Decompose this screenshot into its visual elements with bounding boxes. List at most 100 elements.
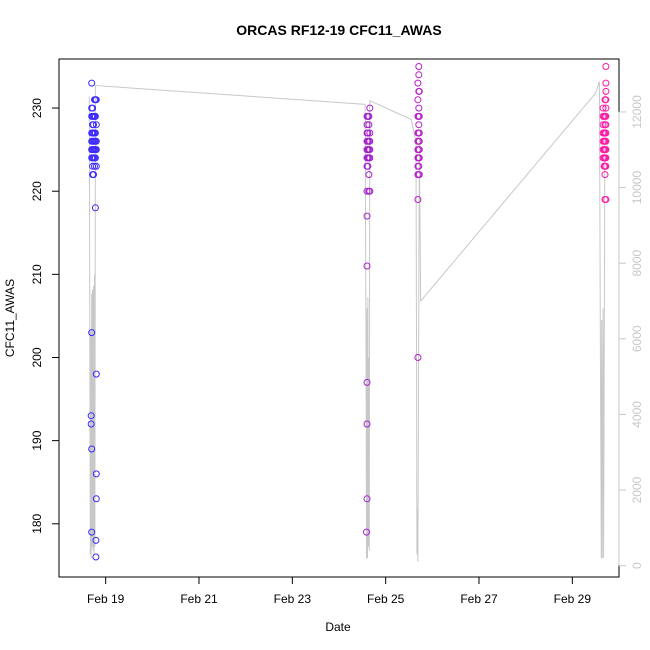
data-point — [415, 112, 423, 120]
y-tick-label: 180 — [30, 513, 44, 533]
data-point — [88, 79, 96, 87]
data-point — [92, 370, 100, 378]
data-point — [91, 204, 99, 212]
y-tick-label: 210 — [30, 264, 44, 284]
data-point — [92, 146, 100, 154]
data-point — [365, 171, 373, 179]
data-point — [366, 104, 374, 112]
data-point — [602, 79, 610, 87]
data-point — [415, 129, 423, 137]
data-point — [365, 112, 373, 120]
data-point — [602, 154, 610, 162]
data-point — [363, 262, 371, 270]
data-point — [602, 137, 610, 145]
y-tick-label: 200 — [30, 347, 44, 367]
y-right-tick-label: 4000 — [630, 401, 644, 428]
data-point — [92, 96, 100, 104]
data-point — [91, 112, 99, 120]
data-point — [415, 171, 423, 179]
data-point — [415, 162, 423, 170]
data-point — [414, 96, 422, 104]
data-point — [92, 536, 100, 544]
data-point — [602, 129, 610, 137]
data-point — [363, 420, 371, 428]
data-point — [89, 104, 97, 112]
x-tick-label: Feb 25 — [367, 592, 405, 606]
y-tick-label: 230 — [30, 98, 44, 118]
data-point — [414, 79, 422, 87]
data-point — [415, 63, 423, 70]
data-point — [92, 162, 100, 170]
y-right-tick-label: 6000 — [630, 325, 644, 352]
data-point — [602, 104, 610, 112]
data-point — [601, 171, 609, 179]
y-right-tick-label: 2000 — [630, 476, 644, 503]
y-right-tick-label: 12000 — [630, 95, 644, 129]
data-point — [602, 96, 610, 104]
data-point — [602, 63, 610, 70]
x-tick-label: Feb 29 — [554, 592, 592, 606]
data-point — [92, 137, 100, 145]
y-axis-right: 0 2000 4000 6000 8000 10000 12000 — [618, 95, 644, 569]
data-point — [87, 420, 95, 428]
data-point — [414, 196, 422, 203]
data-point — [363, 187, 371, 195]
y-right-tick-label: 0 — [630, 562, 644, 569]
data-point — [88, 528, 96, 536]
x-axis: Feb 19 Feb 21 Feb 23 Feb 25 Feb 27 Feb 29 — [87, 576, 592, 606]
chart-title: ORCAS RF12-19 CFC11_AWAS — [236, 22, 441, 38]
data-point — [363, 121, 371, 129]
data-point — [415, 154, 423, 162]
data-point — [91, 154, 99, 162]
data-point — [366, 146, 374, 154]
data-point — [90, 171, 97, 179]
altitude-line-series — [88, 81, 606, 562]
data-point — [415, 146, 423, 154]
data-point — [366, 154, 374, 162]
data-point — [366, 137, 374, 145]
data-point — [91, 129, 99, 137]
data-point — [415, 121, 423, 129]
data-point — [366, 187, 374, 195]
data-point — [364, 129, 372, 137]
y-right-tick-label: 10000 — [630, 171, 644, 205]
data-point — [363, 378, 371, 386]
data-point — [364, 162, 372, 170]
data-point — [602, 112, 610, 120]
data-point — [87, 412, 95, 420]
x-tick-label: Feb 27 — [460, 592, 498, 606]
data-point — [602, 146, 610, 154]
plot-area — [58, 58, 620, 578]
data-point — [602, 87, 610, 95]
x-tick-label: Feb 21 — [180, 592, 218, 606]
data-point — [415, 104, 423, 112]
data-point — [90, 121, 97, 129]
data-point — [599, 104, 607, 112]
data-point — [602, 162, 610, 170]
y-axis-label: CFC11_AWAS — [3, 279, 17, 357]
data-point — [415, 87, 423, 95]
y-axis: 180 190 200 210 220 230 — [30, 98, 60, 534]
x-tick-label: Feb 23 — [274, 592, 312, 606]
data-point — [363, 528, 370, 536]
data-point — [365, 121, 373, 129]
data-point — [602, 121, 610, 129]
y-tick-label: 220 — [30, 181, 44, 201]
x-axis-label: Date — [325, 620, 351, 634]
data-point — [92, 121, 100, 129]
x-tick-label: Feb 19 — [87, 592, 125, 606]
y-right-tick-label: 8000 — [630, 250, 644, 277]
y-tick-label: 190 — [30, 430, 44, 450]
data-point — [414, 354, 422, 361]
data-point — [92, 495, 100, 503]
data-point — [88, 329, 96, 337]
data-point — [92, 553, 100, 561]
data-point — [415, 137, 423, 145]
data-point — [92, 470, 100, 478]
cfc11-points-series — [87, 63, 610, 561]
data-point — [363, 212, 371, 220]
altitude-line — [88, 81, 606, 562]
data-point — [366, 129, 374, 137]
data-point — [89, 162, 97, 170]
